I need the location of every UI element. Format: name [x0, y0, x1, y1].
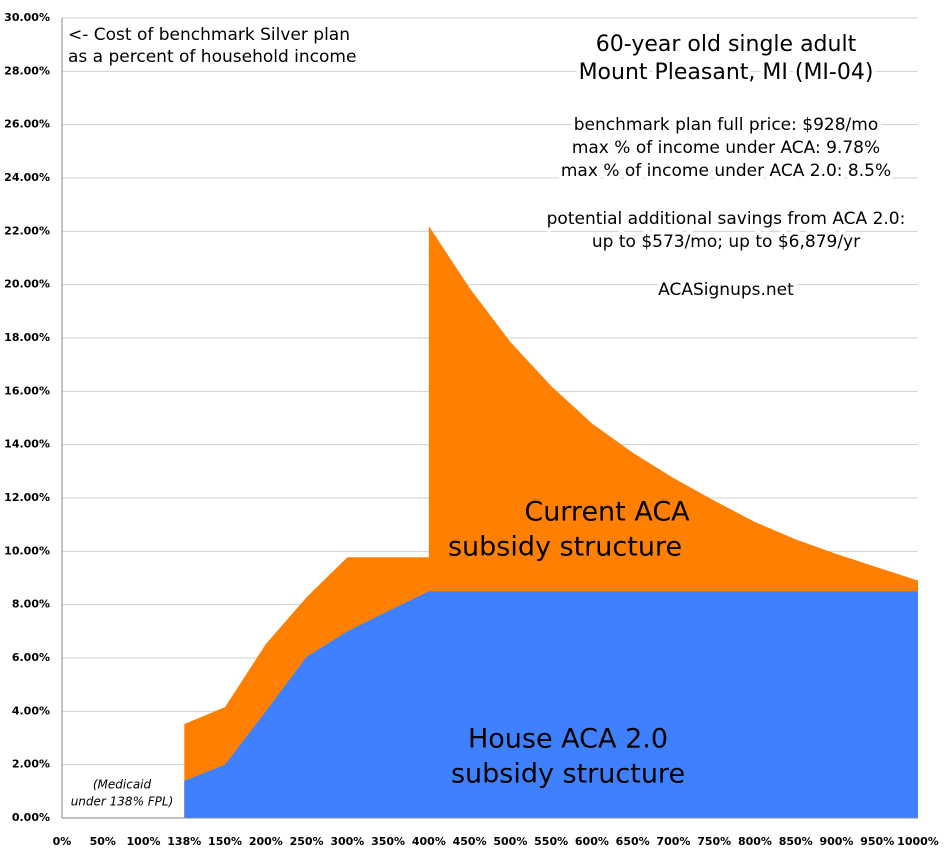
annotation: benchmark plan full price: $928/mo [574, 115, 878, 135]
y-tick-label: 18.00% [4, 331, 50, 344]
x-tick-label: 200% [249, 835, 283, 848]
annotation: max % of income under ACA: 9.78% [572, 138, 880, 158]
area [184, 591, 919, 818]
x-tick-label: 850% [779, 835, 813, 848]
annotation: (Medicaid [93, 778, 152, 792]
annotation: max % of income under ACA 2.0: 8.5% [561, 161, 891, 181]
x-tick-label: 700% [656, 835, 690, 848]
annotation: House ACA 2.0 [468, 724, 668, 755]
annotation: <- Cost of benchmark Silver plan [68, 25, 350, 45]
x-tick-label: 350% [371, 835, 405, 848]
annotation: Mount Pleasant, MI (MI-04) [579, 60, 874, 85]
annotation: under 138% FPL) [71, 795, 174, 809]
x-tick-label: 0% [53, 835, 72, 848]
x-tick-label: 800% [738, 835, 772, 848]
x-tick-label: 500% [493, 835, 527, 848]
y-tick-label: 0.00% [12, 811, 50, 824]
y-tick-label: 28.00% [4, 64, 50, 77]
x-tick-label: 150% [208, 835, 242, 848]
x-tick-label: 650% [616, 835, 650, 848]
x-tick-label: 1000% [897, 835, 939, 848]
x-tick-label: 50% [90, 835, 116, 848]
y-tick-label: 6.00% [12, 651, 50, 664]
y-tick-label: 22.00% [4, 224, 50, 237]
annotation: subsidy structure [451, 759, 685, 790]
annotation: ACASignups.net [658, 280, 794, 300]
x-tick-label: 900% [819, 835, 853, 848]
y-tick-label: 16.00% [4, 384, 50, 397]
y-tick-label: 26.00% [4, 118, 50, 131]
x-tick-label: 250% [290, 835, 324, 848]
y-tick-label: 24.00% [4, 171, 50, 184]
annotation: up to $573/mo; up to $6,879/yr [592, 232, 860, 252]
x-tick-label: 138% [167, 835, 201, 848]
y-tick-label: 20.00% [4, 278, 50, 291]
y-tick-label: 12.00% [4, 491, 50, 504]
x-tick-label: 550% [534, 835, 568, 848]
annotation: as a percent of household income [68, 47, 356, 67]
annotation: subsidy structure [448, 532, 682, 563]
x-tick-label: 300% [330, 835, 364, 848]
x-tick-label: 400% [412, 835, 446, 848]
x-tick-label: 600% [575, 835, 609, 848]
x-tick-label: 450% [453, 835, 487, 848]
y-tick-label: 4.00% [12, 704, 50, 717]
annotation: Current ACA [524, 497, 690, 528]
annotation: potential additional savings from ACA 2.… [547, 209, 906, 229]
y-tick-label: 14.00% [4, 438, 50, 451]
x-tick-label: 100% [127, 835, 161, 848]
y-tick-label: 30.00% [4, 11, 50, 24]
y-tick-label: 2.00% [12, 758, 50, 771]
y-tick-label: 10.00% [4, 544, 50, 557]
x-tick-label: 750% [697, 835, 731, 848]
annotation: 60-year old single adult [596, 32, 857, 57]
x-tick-label: 950% [860, 835, 894, 848]
y-tick-label: 8.00% [12, 598, 50, 611]
